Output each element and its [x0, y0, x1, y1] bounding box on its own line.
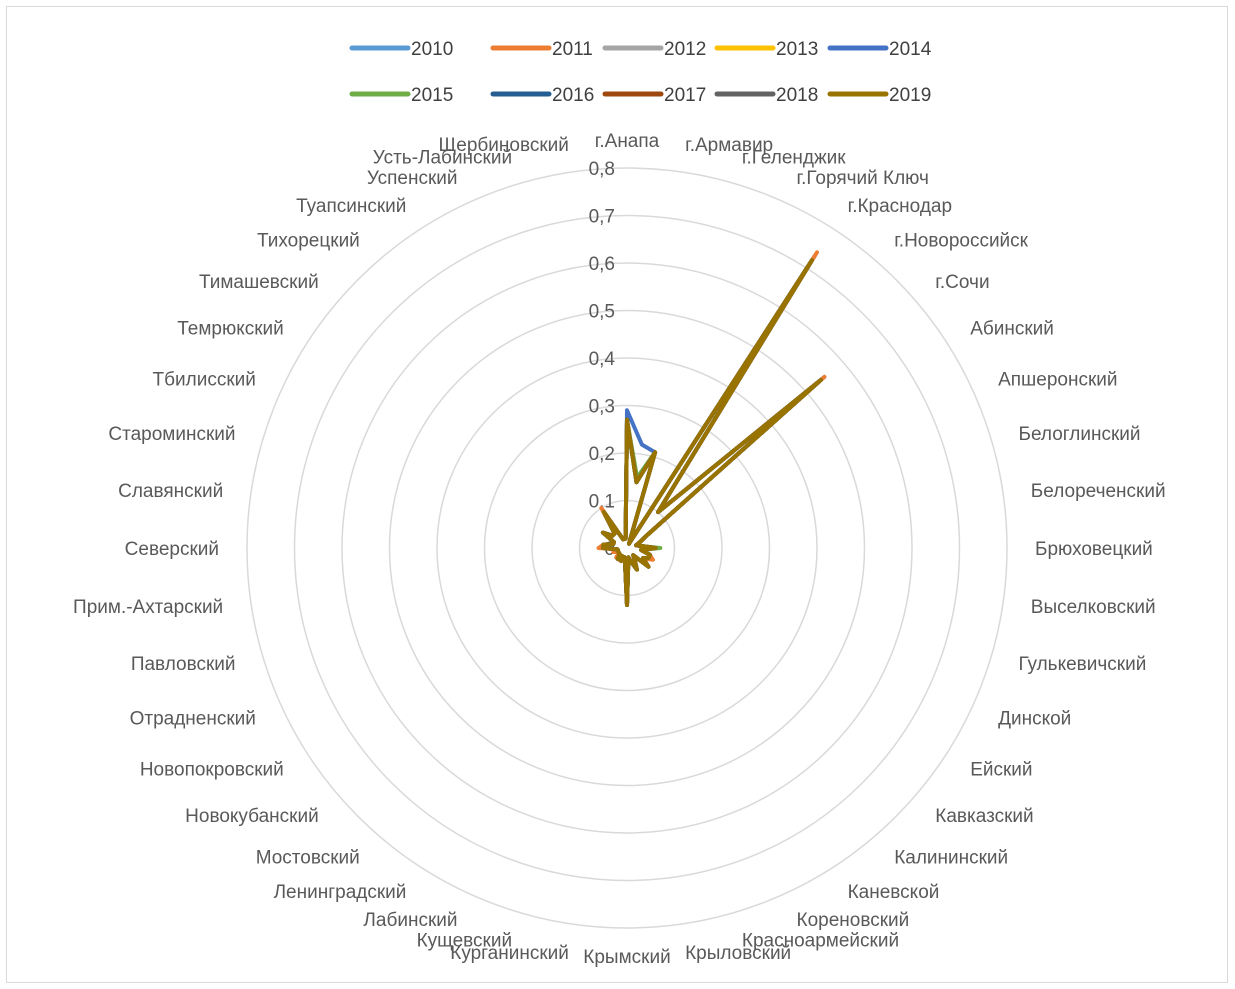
category-label: г.Новороссийск: [894, 231, 1028, 252]
category-label: Апшеронский: [998, 370, 1117, 391]
legend-item: 2015: [349, 85, 453, 106]
radar-grid: [246, 167, 1008, 929]
tick-label: 0,5: [589, 302, 615, 323]
category-label: Староминский: [108, 424, 235, 445]
legend-item: 2010: [349, 39, 453, 60]
category-label: Новокубанский: [185, 806, 319, 827]
tick-label: 0,4: [589, 349, 616, 370]
series-lines: [596, 250, 827, 607]
category-label: Каневской: [848, 882, 940, 903]
tick-label: 0,8: [589, 159, 615, 180]
category-label: Славянский: [118, 481, 223, 502]
radial-axis: 00,10,20,30,40,50,60,70,8: [589, 159, 616, 560]
category-label: Северский: [125, 539, 219, 560]
category-label: Отрадненский: [130, 709, 256, 730]
category-label: Мостовский: [256, 847, 360, 868]
legend-label: 2013: [776, 39, 818, 60]
legend-item: 2019: [827, 85, 931, 106]
grid-ring: [388, 309, 866, 787]
category-label: Выселковский: [1031, 597, 1156, 618]
legend-item: 2011: [490, 39, 593, 60]
tick-label: 0,6: [589, 254, 615, 275]
category-label: Усть-Лабинский: [373, 148, 512, 169]
category-label: Кущевский: [417, 931, 512, 952]
grid-ring: [246, 167, 1008, 929]
category-label: г.Горячий Ключ: [797, 168, 929, 189]
series-line-2019: [601, 258, 823, 607]
category-label: Новопокровский: [140, 760, 284, 781]
category-label: Крыловский: [685, 943, 791, 964]
category-label: Белореченский: [1031, 481, 1166, 502]
category-label: г.Геленджик: [742, 148, 846, 169]
category-label: Тихорецкий: [257, 231, 360, 252]
legend-item: 2012: [602, 39, 706, 60]
category-label: Гулькевичский: [1019, 654, 1147, 675]
legend-label: 2018: [776, 85, 818, 106]
category-label: Ейский: [970, 760, 1032, 781]
category-label: г.Армавир: [685, 135, 773, 156]
category-label: Динской: [998, 709, 1071, 730]
category-label: Тимашевский: [199, 272, 319, 293]
category-label: Калининский: [894, 847, 1008, 868]
category-label: Кавказский: [935, 806, 1033, 827]
legend-label: 2010: [411, 39, 453, 60]
category-label: Абинский: [970, 318, 1054, 339]
category-label: Туапсинский: [296, 196, 406, 217]
category-label: Крымский: [583, 947, 670, 968]
legend-label: 2012: [664, 39, 706, 60]
tick-label: 0,1: [589, 492, 615, 513]
category-label: Лабинский: [363, 910, 457, 931]
category-label: Успенский: [367, 168, 458, 189]
category-label: Брюховецкий: [1035, 539, 1153, 560]
category-label: Курганинский: [450, 943, 569, 964]
category-label: г.Анапа: [595, 131, 660, 152]
tick-label: 0,7: [589, 207, 615, 228]
grid-ring: [341, 262, 913, 834]
tick-label: 0,2: [589, 444, 615, 465]
category-label: Прим.-Ахтарский: [73, 597, 223, 618]
category-label: Тбилисский: [153, 370, 256, 391]
category-label: Ленинградский: [274, 882, 407, 903]
category-label: г.Сочи: [935, 272, 989, 293]
legend-item: 2016: [490, 85, 594, 106]
legend-label: 2017: [664, 85, 706, 106]
category-label: г.Краснодар: [848, 196, 952, 217]
series-line-2011: [596, 250, 827, 607]
category-label: Кореновский: [797, 910, 910, 931]
category-label: Павловский: [131, 654, 236, 675]
legend-item: 2014: [827, 39, 932, 60]
legend-label: 2016: [552, 85, 594, 106]
category-label: Белоглинский: [1019, 424, 1141, 445]
grid-ring: [483, 404, 771, 692]
legend-label: 2011: [552, 39, 593, 60]
legend-item: 2013: [714, 39, 818, 60]
grid-ring: [436, 357, 818, 739]
grid-ring: [293, 214, 961, 882]
tick-label: 0,3: [589, 397, 615, 418]
legend-item: 2018: [714, 85, 818, 106]
legend-label: 2015: [411, 85, 453, 106]
legend-label: 2019: [889, 85, 931, 106]
category-label: Красноармейский: [742, 931, 899, 952]
legend-label: 2014: [889, 39, 932, 60]
category-label: Щербиновский: [438, 135, 568, 156]
category-label: Темрюкский: [177, 318, 284, 339]
legend: 2010 2011 2012 2013 2014 2015 2016 2017 2018 2019: [349, 39, 932, 106]
legend-item: 2017: [602, 85, 706, 106]
